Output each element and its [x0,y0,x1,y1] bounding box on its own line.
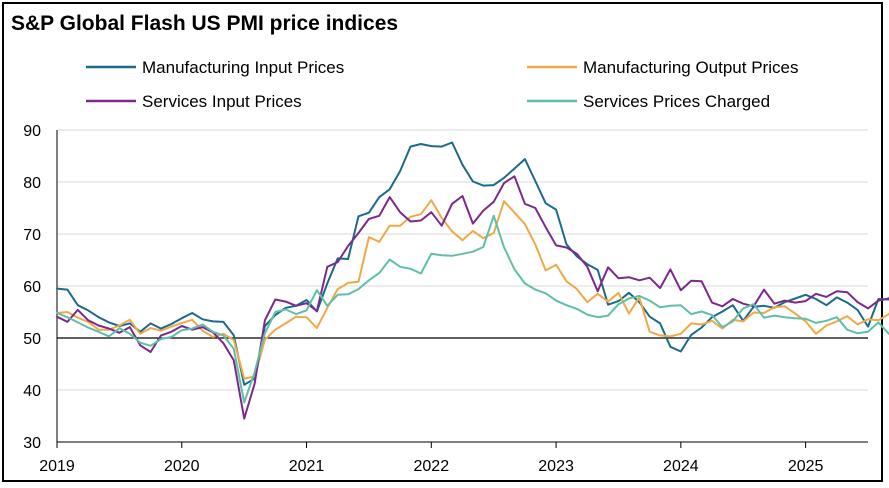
series-line-manufacturing-output-prices [56,199,889,380]
legend-label-manufacturing-output-prices: Manufacturing Output Prices [583,58,798,77]
chart-frame [2,2,883,482]
x-tick-label: 2021 [289,458,325,475]
x-tick-label: 2019 [39,458,75,475]
series-line-manufacturing-input-prices [56,141,889,386]
y-tick-label: 40 [23,383,41,400]
x-tick-label: 2023 [538,458,574,475]
x-tick-label: 2020 [164,458,200,475]
y-tick-label: 80 [23,175,41,192]
x-tick-label: 2022 [414,458,450,475]
y-tick-label: 90 [23,123,41,140]
series-line-services-input-prices [56,175,889,420]
y-tick-label: 70 [23,227,41,244]
y-axis-ticks: 30 40 50 60 70 80 90 [23,123,41,452]
chart-title: S&P Global Flash US PMI price indices [11,12,399,35]
legend-label-services-prices-charged: Services Prices Charged [583,92,770,111]
y-tick-label: 60 [23,279,41,296]
x-tick-label: 2024 [663,458,699,475]
y-tick-label: 30 [23,435,41,452]
legend-label-manufacturing-input-prices: Manufacturing Input Prices [142,58,344,77]
series-lines [56,141,889,420]
x-tick-label: 2025 [788,458,824,475]
legend: Manufacturing Input Prices Manufacturing … [86,58,798,111]
y-tick-label: 50 [23,331,41,348]
legend-label-services-input-prices: Services Input Prices [142,92,302,111]
gridlines [56,129,868,443]
x-axis-ticks: 2019 2020 2021 2022 2023 2024 2025 [39,442,824,475]
series-line-services-prices-charged [56,214,889,404]
